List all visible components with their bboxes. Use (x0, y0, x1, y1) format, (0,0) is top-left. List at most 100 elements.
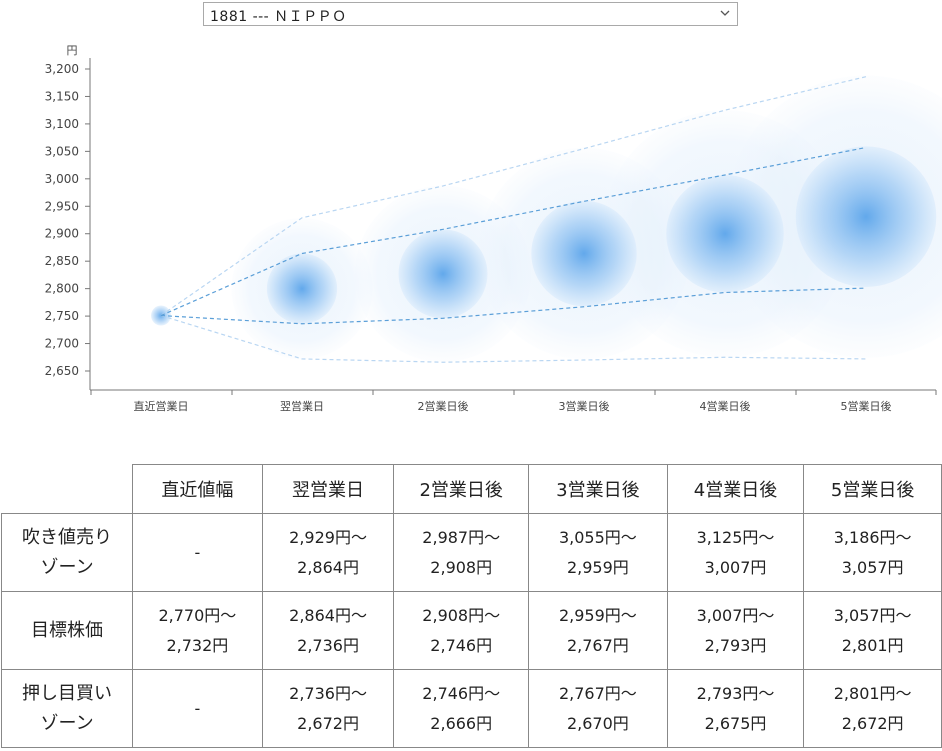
y-tick-label: 2,700 (45, 337, 79, 351)
forecast-chart: 円 2,650 2,700 2,750 2,800 2,850 2,900 2,950 3,00… (45, 44, 942, 413)
y-tick-label: 2,850 (45, 254, 79, 268)
col-header: 直近値幅 (132, 464, 263, 514)
cell-line: 3,007円～ (696, 605, 775, 625)
table-cell: - (132, 669, 263, 748)
bubble-inner (666, 174, 784, 293)
y-tick-label: 2,650 (45, 364, 79, 378)
table-cell: 3,186円～ 3,057円 (803, 513, 942, 592)
x-tick-label: 3営業日後 (559, 399, 610, 413)
row-label-line: ゾーン (40, 712, 94, 734)
table-corner (1, 464, 134, 514)
cell-line: - (194, 698, 201, 718)
y-tick-label: 3,200 (45, 62, 79, 76)
table-cell: 2,770円～ 2,732円 (132, 591, 263, 670)
col-header: 3営業日後 (528, 464, 668, 514)
y-axis-unit: 円 (67, 44, 78, 57)
table-header-row: 直近値幅 翌営業日 2営業日後 3営業日後 4営業日後 5営業日後 (1, 464, 942, 514)
cell-line: 2,746円～ (422, 683, 501, 703)
stock-selector[interactable]: 1881 --- ＮＩＰＰＯ (203, 2, 738, 26)
col-header: 4営業日後 (666, 464, 805, 514)
table-row: 目標株価 2,770円～ 2,732円 2,864円～ 2,736円 2,908円～ 2,7… (0, 591, 942, 670)
cell-line: 2,746円 (430, 635, 493, 655)
row-label: 吹き値売り ゾーン (0, 513, 134, 592)
x-tick-label: 翌営業日 (280, 399, 324, 413)
cell-line: 2,736円～ (289, 683, 367, 703)
y-tick-label: 3,150 (45, 89, 79, 103)
cell-line: 2,908円 (430, 557, 493, 577)
cell-line: 2,908円～ (422, 605, 501, 625)
y-tick-label: 2,900 (45, 227, 79, 241)
table-row: 押し目買いゾーン - 2,736円～ 2,672円 2,746円～ 2,666円 2,767… (0, 669, 942, 748)
bubble-inner (398, 229, 488, 319)
table-cell: 2,929円～ 2,864円 (261, 513, 395, 592)
cell-line: 2,732円 (166, 635, 229, 655)
table-row: 吹き値売りゾーン - 2,929円～ 2,864円 2,987円～ 2,908円 3,055… (0, 513, 942, 592)
table-cell: 3,007円～ 2,793円 (666, 591, 805, 670)
bubble-inner (531, 200, 637, 307)
table-cell: 2,746円～ 2,666円 (393, 669, 530, 748)
cell-line: 2,793円～ (696, 683, 775, 703)
table-cell: 3,055円～ 2,959円 (528, 513, 668, 592)
table-cell: 3,057円～ 2,801円 (803, 591, 942, 670)
cell-line: 3,057円 (841, 557, 904, 577)
cell-line: 2,675円 (704, 713, 767, 733)
table-cell: 2,908円～ 2,746円 (393, 591, 530, 670)
cell-line: 2,801円 (841, 635, 904, 655)
col-header: 翌営業日 (261, 464, 395, 514)
y-tick-label: 2,750 (45, 309, 79, 323)
cell-line: 2,864円～ (289, 605, 367, 625)
cell-line: 2,670円 (566, 713, 629, 733)
outer-upper-line (160, 76, 867, 317)
cell-line: 2,736円 (297, 635, 359, 655)
x-tick-label: 2営業日後 (418, 399, 469, 413)
stock-selector-value: 1881 --- ＮＩＰＰＯ (210, 9, 347, 25)
cell-line: 2,959円～ (558, 605, 637, 625)
row-label-line: 吹き値売り (22, 526, 113, 548)
table-cell: 2,736円～ 2,672円 (261, 669, 395, 748)
outer-lower-line (160, 314, 867, 363)
y-tick-label: 2,950 (45, 199, 79, 213)
y-tick-label: 3,100 (45, 117, 79, 131)
row-label: 押し目買い ゾーン (0, 669, 134, 748)
cell-line: 2,959円 (566, 557, 629, 577)
cell-line: 3,125円～ (696, 527, 775, 547)
table-cell: 2,959円～ 2,767円 (528, 591, 668, 670)
row-label-line: ゾーン (40, 556, 94, 578)
price-zone-table: 直近値幅 翌営業日 2営業日後 3営業日後 4営業日後 5営業日後 吹き値売りゾ… (0, 464, 942, 748)
cell-line: 2,801円～ (833, 683, 912, 703)
cell-line: 3,007円 (704, 557, 767, 577)
row-label-line: 目標株価 (31, 619, 104, 641)
cell-line: 2,770円～ (158, 605, 237, 625)
table-cell: 2,767円～ 2,670円 (528, 669, 668, 748)
inner-lower-line (160, 287, 867, 325)
cell-line: 2,864円 (297, 557, 359, 577)
cell-line: 2,767円 (566, 635, 629, 655)
bubble-inner (795, 146, 937, 287)
y-tick-label: 3,000 (45, 172, 79, 186)
table-cell: 2,864円～ 2,736円 (261, 591, 395, 670)
cell-line: 2,987円～ (422, 527, 501, 547)
x-tick-label: 直近営業日 (134, 399, 189, 413)
inner-upper-line (160, 146, 867, 317)
table-cell: 3,125円～ 3,007円 (666, 513, 805, 592)
table-cell: 2,987円～ 2,908円 (393, 513, 530, 592)
cell-line: 3,057円～ (833, 605, 912, 625)
row-label: 目標株価 (0, 591, 134, 670)
cell-line: 2,672円 (297, 713, 359, 733)
col-header: 2営業日後 (393, 464, 530, 514)
cell-line: 3,055円～ (558, 527, 637, 547)
cell-line: - (194, 542, 201, 562)
y-tick-label: 2,800 (45, 282, 79, 296)
cell-line: 2,767円～ (558, 683, 637, 703)
chevron-down-icon (720, 10, 730, 16)
table-cell: 2,793円～ 2,675円 (666, 669, 805, 748)
cell-line: 2,793円 (704, 635, 767, 655)
table-cell: 2,801円～ 2,672円 (803, 669, 942, 748)
bubble-inner (266, 253, 338, 324)
y-tick-label: 3,050 (45, 144, 79, 158)
col-header: 5営業日後 (803, 464, 942, 514)
table-cell: - (132, 513, 263, 592)
cell-line: 2,672円 (841, 713, 904, 733)
cell-line: 2,666円 (430, 713, 493, 733)
row-label-line: 押し目買い (22, 682, 113, 704)
